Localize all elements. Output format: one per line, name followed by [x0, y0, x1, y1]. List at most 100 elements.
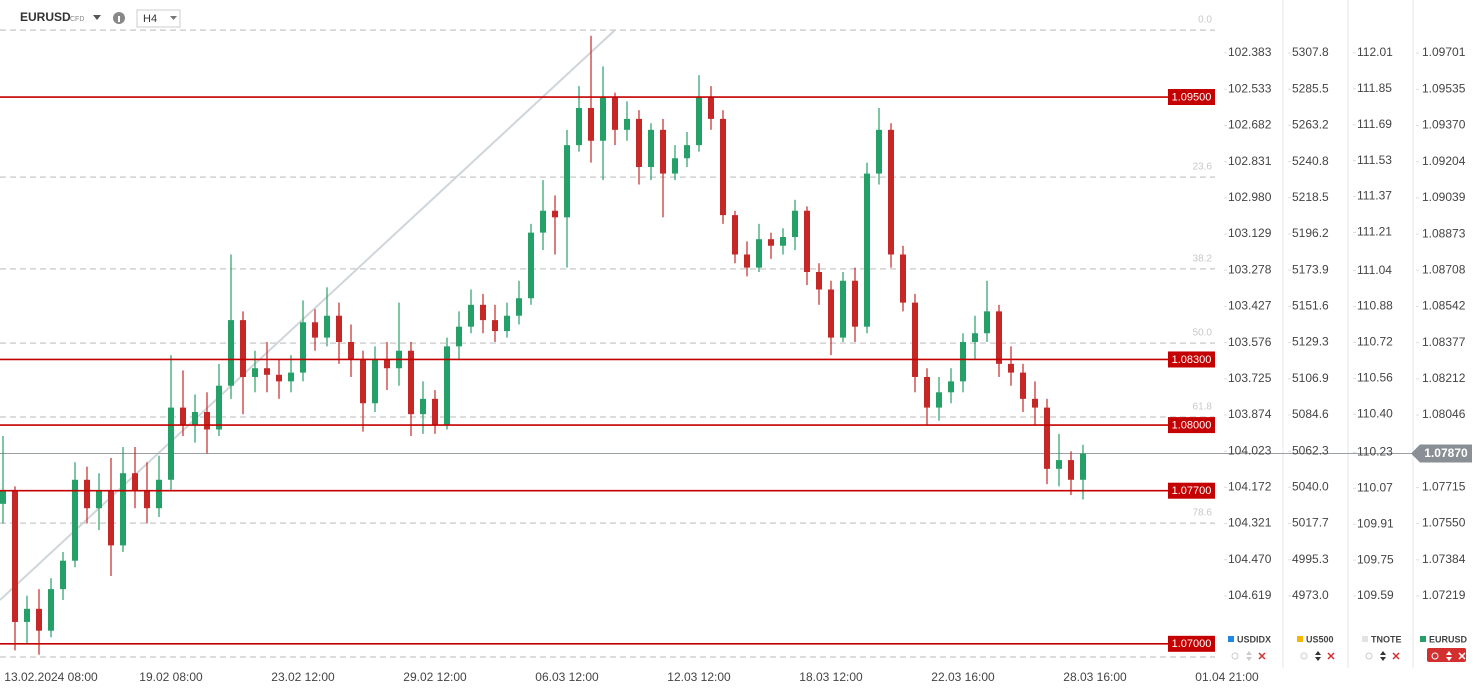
y-tick-label: 1.07715 — [1422, 480, 1466, 494]
order-icon[interactable] — [1446, 651, 1452, 661]
candle-body — [972, 333, 978, 342]
y-tick-label: 103.427 — [1228, 299, 1272, 313]
y-tick-label: 103.576 — [1228, 335, 1272, 349]
level-badge — [1168, 417, 1215, 434]
candle-body — [48, 589, 54, 631]
candle-body — [744, 254, 750, 268]
candle-body — [492, 320, 498, 332]
symbol[interactable]: EURUSD — [20, 10, 71, 24]
y-tick-label: 1.07384 — [1422, 552, 1466, 566]
y-tick-label: 109.75 — [1357, 552, 1394, 566]
interval-box[interactable] — [136, 9, 181, 28]
candle-body — [564, 145, 570, 218]
candle-body — [264, 368, 270, 375]
y-tick-label: 102.682 — [1228, 118, 1272, 132]
remove-icon[interactable] — [1327, 652, 1335, 660]
x-tick-label: 22.03 16:00 — [931, 670, 995, 684]
legend-label: USDIDX — [1237, 634, 1271, 644]
y-tick-label: 109.91 — [1357, 516, 1394, 530]
y-tick-label: 104.023 — [1228, 443, 1272, 457]
candle-body — [24, 608, 30, 622]
dropdown[interactable] — [170, 16, 177, 20]
candle-body — [300, 322, 306, 373]
remove-icon[interactable] — [1258, 652, 1266, 660]
candle-body — [192, 411, 198, 426]
candle-body — [804, 210, 810, 272]
y-tick-label: 104.470 — [1228, 552, 1272, 566]
remove-icon[interactable] — [1458, 652, 1466, 660]
y-tick-label: 1.07550 — [1422, 516, 1466, 530]
y-tick-label: 1.09370 — [1422, 118, 1466, 132]
candle-body — [324, 315, 330, 338]
fib-label: 38.2 — [1193, 254, 1213, 265]
dropdown[interactable] — [93, 15, 101, 20]
legend-swatch — [1420, 636, 1426, 642]
candle-body — [60, 560, 66, 590]
candle-body — [780, 236, 786, 246]
candle-body — [276, 374, 282, 382]
candle-body — [636, 118, 642, 168]
order-icon[interactable] — [1380, 651, 1386, 661]
legend-label: US500 — [1306, 634, 1334, 644]
x-tick-label: 01.04 21:00 — [1195, 670, 1259, 684]
y-tick-label: 5084.6 — [1292, 407, 1329, 421]
y-tick-label: 1.08542 — [1422, 299, 1466, 313]
candle-body — [1020, 372, 1026, 399]
candle-body — [36, 608, 42, 631]
y-tick-label: 1.08212 — [1422, 371, 1466, 385]
x-tick-label: 19.02 08:00 — [139, 670, 203, 684]
legend-label: TNOTE — [1371, 634, 1402, 644]
eye-icon[interactable] — [1300, 652, 1308, 660]
candle-body — [216, 385, 222, 430]
x-tick-label: 28.03 16:00 — [1063, 670, 1127, 684]
x-tick-label: 13.02.2024 08:00 — [4, 670, 98, 684]
candle-body — [516, 298, 522, 316]
candle-body — [348, 341, 354, 360]
candle-body — [648, 129, 654, 168]
candle-body — [552, 210, 558, 218]
candle-body — [696, 97, 702, 146]
y-tick-label: 110.07 — [1357, 480, 1393, 494]
candle-body — [0, 490, 6, 504]
candle-body — [360, 359, 366, 404]
eye-icon[interactable] — [1365, 652, 1373, 660]
candle-body — [468, 304, 474, 327]
y-tick-label: 5106.9 — [1292, 371, 1329, 385]
y-tick-label: 5263.2 — [1292, 117, 1329, 131]
candle-body — [372, 359, 378, 404]
y-tick-label: 110.56 — [1357, 370, 1393, 384]
y-tick-label: 1.08873 — [1422, 226, 1466, 240]
y-tick-label: 1.09204 — [1422, 154, 1466, 168]
candle-body — [984, 311, 990, 334]
candle-body — [384, 359, 390, 369]
candle-body — [480, 304, 486, 321]
candle-body — [660, 129, 666, 174]
candle-body — [504, 315, 510, 332]
y-tick-label: 111.37 — [1357, 189, 1392, 203]
eye-icon[interactable] — [1431, 652, 1439, 660]
candle-body — [996, 311, 1002, 364]
order-icon[interactable] — [1246, 651, 1252, 661]
candle-body — [816, 271, 822, 290]
y-tick-label: 5307.8 — [1292, 45, 1329, 59]
y-tick-label: 111.69 — [1357, 117, 1392, 131]
y-tick-label: 1.08377 — [1422, 335, 1466, 349]
remove-icon[interactable] — [1392, 652, 1400, 660]
candle-body — [144, 490, 150, 509]
candle-body — [708, 97, 714, 119]
y-tick-label: 5151.6 — [1292, 298, 1329, 312]
candle-body — [312, 322, 318, 338]
fib-label: 23.6 — [1193, 162, 1213, 173]
candle-body — [684, 145, 690, 159]
candle-body — [672, 158, 678, 174]
y-tick-label: 103.278 — [1228, 262, 1272, 276]
level-label: 1.08000 — [1172, 420, 1212, 432]
candle-body — [948, 381, 954, 393]
fib-label: 61.8 — [1193, 402, 1213, 413]
candle-body — [960, 341, 966, 382]
eye-icon[interactable] — [1231, 652, 1239, 660]
level-label: 1.07000 — [1172, 638, 1212, 650]
candle-body — [888, 129, 894, 255]
order-icon[interactable] — [1315, 651, 1321, 661]
